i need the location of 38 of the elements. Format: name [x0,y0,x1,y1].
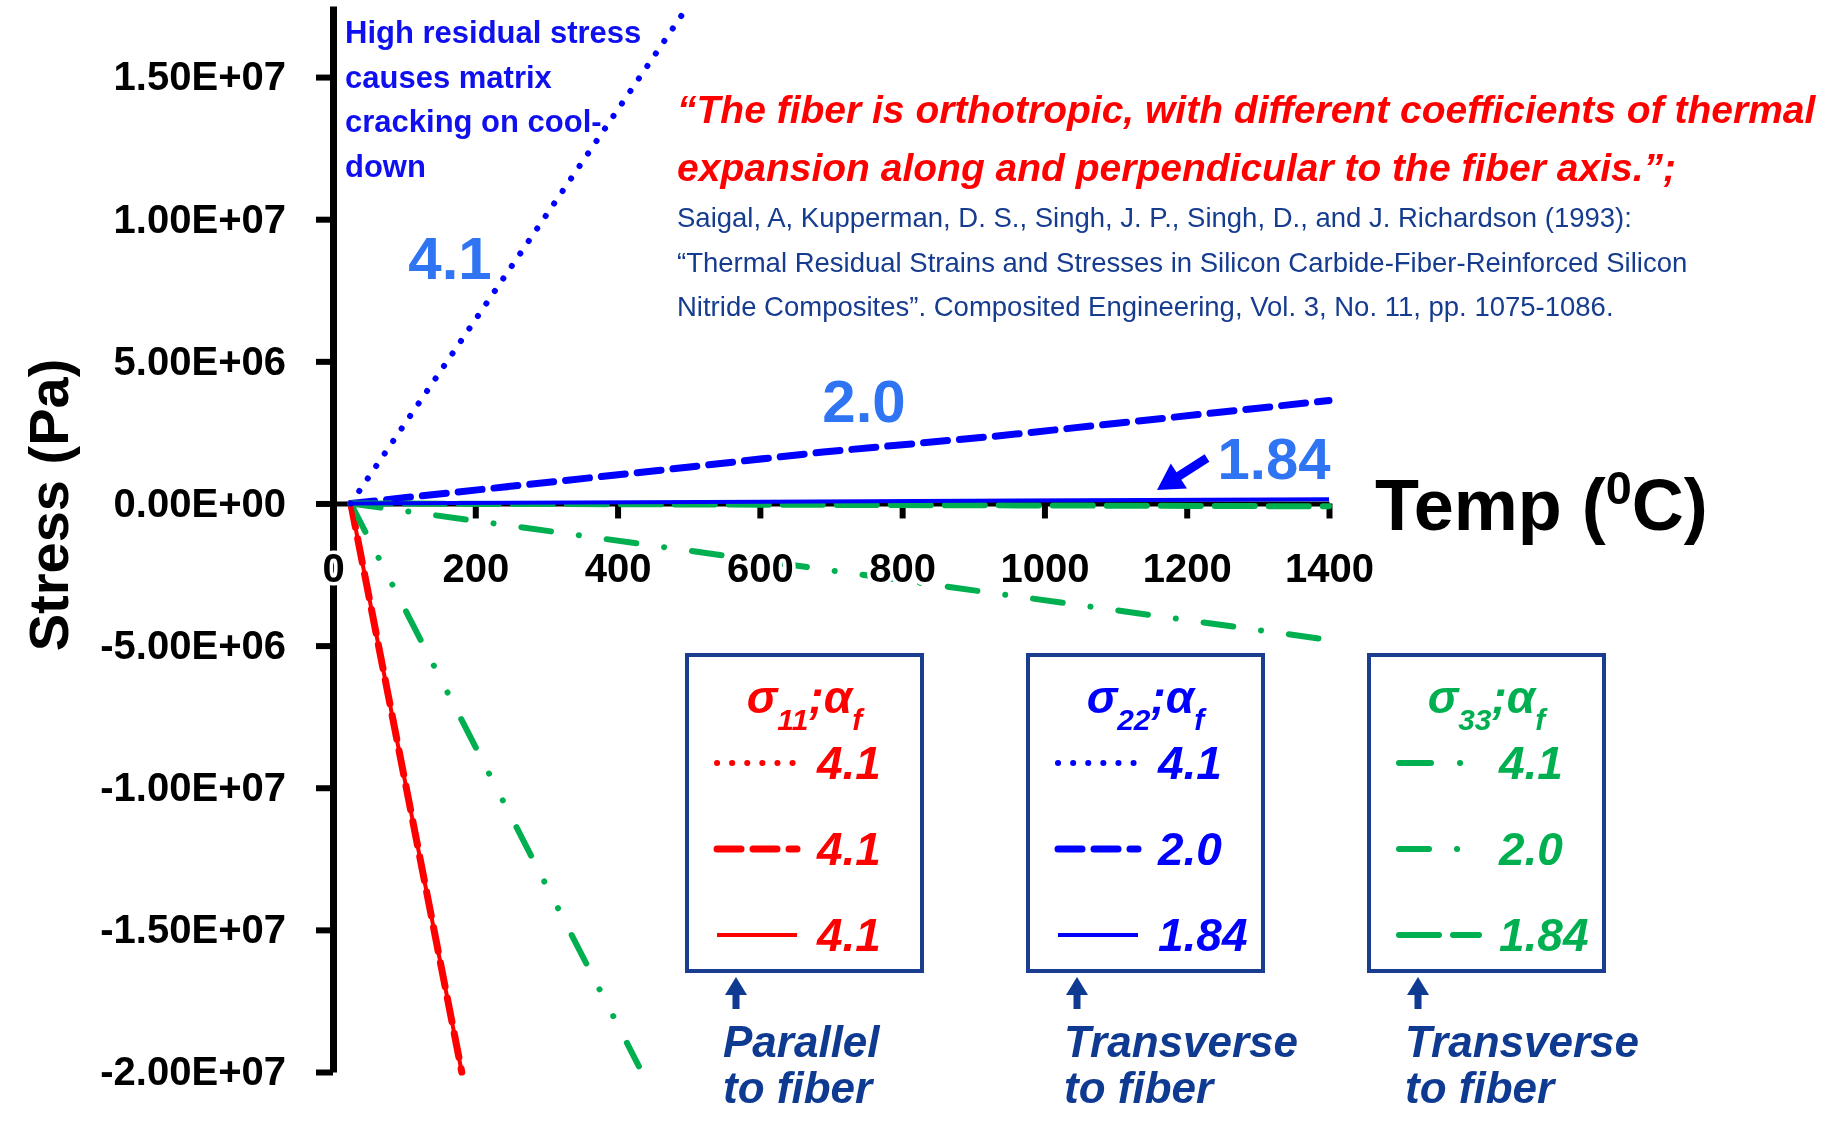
x-tick-label: 200 [442,545,510,590]
legend-label: 1.84 [1217,425,1331,491]
text: σ$_{33}$;α$_{f}$ [1427,671,1549,736]
y-tick-label: 1.50E+07 [113,54,286,99]
y-tick-label: 5.00E+06 [113,338,286,383]
legend-label: 2.0 [1498,823,1564,875]
y-tick-label: -2.00E+07 [100,1049,286,1094]
legend-label: 1.84 [1499,909,1589,961]
annotation: σ$_{22}$;α$_{f}$ [1086,671,1208,736]
x-tick-label: 600 [726,545,794,590]
legend-label: 4.1 [816,909,881,961]
y-tick-label: -1.00E+07 [100,765,286,810]
text: Transverse to fiber [1405,1017,1640,1112]
y-axis-title: Stress (Pa) [16,358,80,652]
annotation: 2.0 [822,367,906,435]
legend-label: 4.1 [1498,737,1563,789]
y-tick-label: 0.00E+00 [113,480,286,525]
annotation: “The fiber is orthotropic, with different coefficients of thermal expansion along and perpendicular to the fiber axis.”; [677,88,1817,189]
x-tick-label: 1000 [1000,545,1090,590]
annotation: 4.1 [408,224,492,292]
annotation: Parallel to fiber [723,1017,881,1112]
y-tick-label: -1.50E+07 [100,907,286,952]
y-tick-label: -5.00E+06 [100,622,286,667]
legend-label: 2.0 [1157,823,1223,875]
annotation: High residual stress causes matrix cracking on cool-down [345,15,642,185]
x-tick-label: 1400 [1285,545,1374,590]
y-tick-label: 1.00E+07 [113,196,286,241]
x-tick-label: 1200 [1142,545,1232,590]
legend-label: 4.1 [1157,737,1222,789]
legend-label: 4.1 [816,823,881,875]
x-tick-label: 400 [584,545,652,590]
annotation: Transverse to fiber [1064,1017,1299,1112]
legend-label: 4.1 [816,737,881,789]
annotation: 1.84 [1158,909,1248,961]
x-axis-title: Temp ($^{0}$C) [1375,462,1708,546]
annotation: Saigal, A, Kupperman, D. S., Singh, J. P., Singh, D., and J. Richardson (1993): “Thermal Residual Strains and Stresses in Silicon Carbide-Fiber-Reinforced Silicon Nitride Composites”. Composited Engineering, Vol. 3, No. 11, pp. 1075-1086. [677,202,1688,323]
x-tick-label: 800 [869,545,937,590]
annotation: σ$_{11}$;α$_{f}$ [746,671,866,736]
